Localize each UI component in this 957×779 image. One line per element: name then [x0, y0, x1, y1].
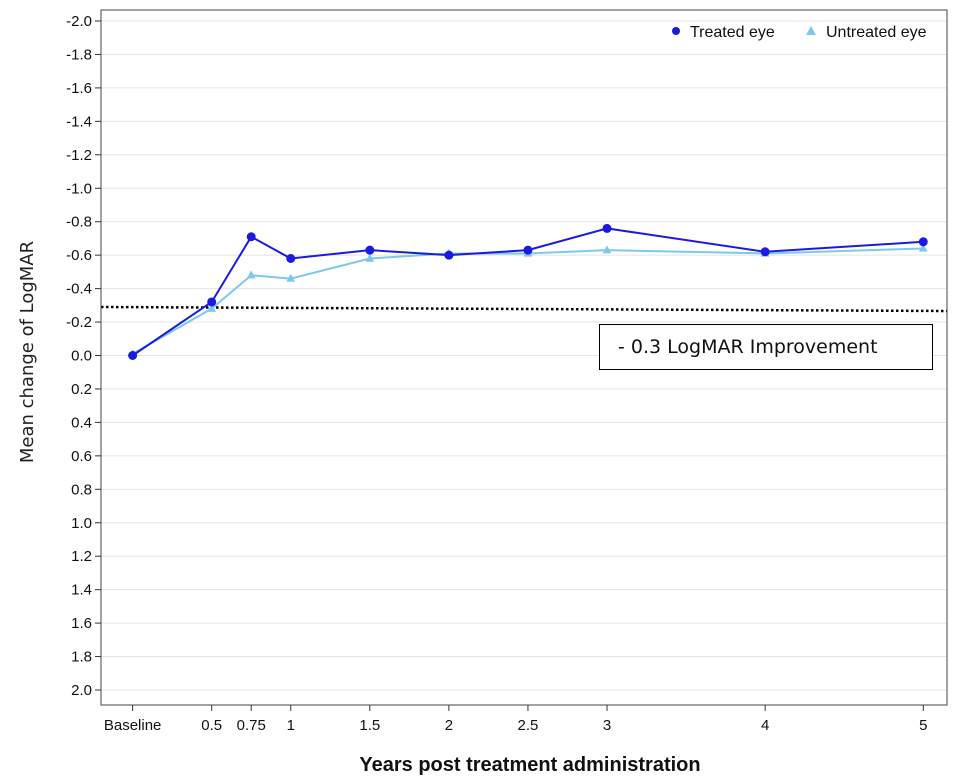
x-tick-label: 2 — [445, 717, 453, 734]
series-group — [128, 223, 928, 360]
x-tick-label: 0.75 — [237, 717, 266, 734]
y-tick-label: -1.2 — [66, 147, 92, 164]
y-axis-ticks: -2.0 -1.8 -1.6 -1.4 -1.2 -1.0 -0.8 -0.6 -0.4 -0.2… — [66, 13, 101, 699]
data-point — [918, 243, 928, 252]
x-axis-label: Years post treatment administration — [359, 754, 700, 776]
annotation-text: - 0.3 LogMAR Improvement — [618, 336, 878, 358]
data-point — [760, 247, 770, 257]
x-tick-label: 2.5 — [518, 717, 539, 734]
y-tick-label: 1.4 — [71, 582, 92, 599]
y-tick-label: 1.6 — [71, 615, 92, 632]
data-point — [602, 223, 612, 233]
data-point — [207, 303, 217, 312]
x-tick-label: 1 — [287, 717, 295, 734]
data-point — [128, 351, 138, 360]
y-tick-label: -2.0 — [66, 13, 92, 30]
data-point — [207, 297, 217, 307]
data-point — [246, 270, 256, 279]
y-tick-label: -0.2 — [66, 314, 92, 331]
reference-line — [100, 305, 948, 313]
legend-marker — [672, 27, 680, 35]
data-point — [365, 245, 375, 255]
y-tick-label: 1.0 — [71, 515, 92, 532]
y-tick-label: 0.8 — [71, 481, 92, 498]
data-point — [523, 245, 533, 255]
y-tick-label: 0.0 — [71, 348, 92, 365]
data-point — [602, 245, 612, 254]
legend-label: Untreated eye — [826, 24, 927, 41]
annotation-box: - 0.3 LogMAR Improvement — [599, 324, 933, 370]
y-tick-label: 1.2 — [71, 548, 92, 565]
x-tick-label: 1.5 — [359, 717, 380, 734]
axes — [100, 9, 948, 706]
x-tick-label: 5 — [919, 717, 927, 734]
reference-dotted-line — [100, 305, 948, 313]
legend: Treated eye Untreated eye — [672, 24, 927, 41]
y-tick-label: 0.4 — [71, 414, 92, 431]
y-tick-label: -1.6 — [66, 80, 92, 97]
y-tick-label: -1.8 — [66, 46, 92, 63]
x-tick-label: 3 — [603, 717, 611, 734]
y-tick-label: -0.4 — [66, 281, 92, 298]
y-tick-label: 1.8 — [71, 649, 92, 666]
data-point — [918, 237, 928, 247]
legend-marker — [806, 26, 816, 35]
y-tick-label: -1.4 — [66, 113, 92, 130]
y-tick-label: -0.8 — [66, 214, 92, 231]
y-tick-label: -1.0 — [66, 180, 92, 197]
grid-lines — [101, 20, 947, 691]
series-line — [132, 247, 924, 355]
legend-label: Treated eye — [690, 24, 775, 41]
plot-frame — [100, 9, 948, 706]
series-line — [132, 227, 924, 357]
data-point — [286, 253, 296, 263]
y-axis-label: Mean change of LogMAR — [17, 241, 38, 463]
data-point — [444, 250, 454, 260]
y-tick-label: 2.0 — [71, 682, 92, 699]
x-axis-ticks: Baseline 0.5 0.75 1 1.5 2 2.5 3 4 5 — [104, 705, 927, 734]
y-tick-label: 0.6 — [71, 448, 92, 465]
data-point — [365, 253, 375, 262]
y-tick-label: -0.6 — [66, 247, 92, 264]
x-tick-label: Baseline — [104, 717, 162, 734]
data-point — [286, 273, 296, 282]
y-tick-label: 0.2 — [71, 381, 92, 398]
x-tick-label: 4 — [761, 717, 769, 734]
data-point — [246, 232, 256, 242]
x-tick-label: 0.5 — [201, 717, 222, 734]
